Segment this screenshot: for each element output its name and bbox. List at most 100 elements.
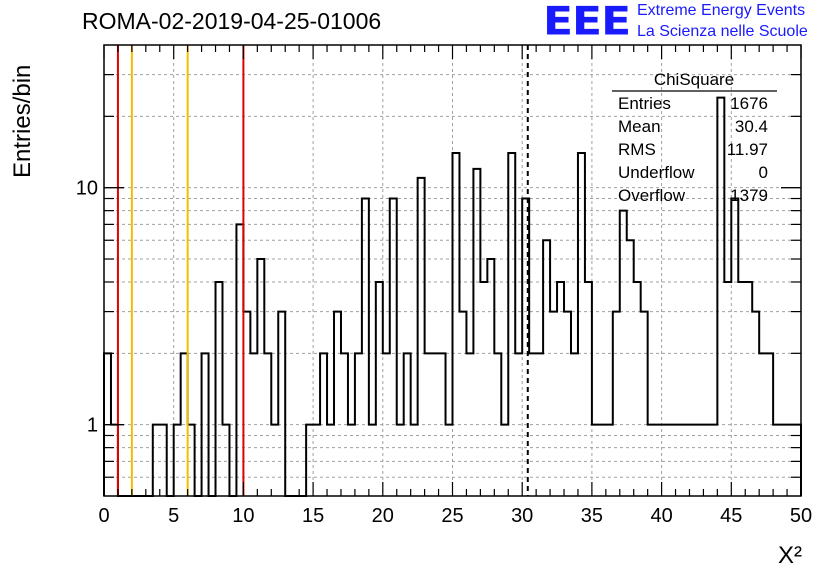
histogram-bar [376, 282, 383, 496]
histogram-bar [459, 312, 466, 496]
histogram-bar [188, 425, 195, 496]
histogram-bar [717, 98, 724, 496]
stats-label: Mean [618, 117, 661, 136]
histogram-bar [257, 259, 264, 496]
histogram-bar [648, 425, 655, 496]
histogram-bar [425, 353, 432, 496]
histogram-bar [181, 353, 188, 496]
histogram-bar [369, 425, 376, 496]
histogram-bar [341, 353, 348, 496]
histogram-bar [153, 425, 160, 496]
histogram-bar [515, 353, 522, 496]
stats-label: Entries [618, 94, 671, 113]
histogram-bar [236, 224, 243, 496]
x-tick-label: 20 [372, 505, 394, 527]
histogram-bar [418, 178, 425, 496]
histogram-bar [202, 353, 209, 496]
x-tick-label: 5 [168, 505, 179, 527]
histogram-bar [696, 425, 703, 496]
histogram-bar [585, 282, 592, 496]
histogram-bar [480, 282, 487, 496]
x-tick-label: 40 [650, 505, 672, 527]
histogram-bar [592, 425, 599, 496]
histogram-bar [250, 353, 257, 496]
histogram-bar [759, 353, 766, 496]
y-tick-label: 1 [87, 415, 98, 437]
histogram-bar [466, 353, 473, 496]
histogram-bar [641, 312, 648, 496]
histogram-bar [634, 282, 641, 496]
histogram-bars [103, 96, 802, 497]
histogram-bar [766, 353, 773, 496]
histogram-bar [432, 353, 439, 496]
x-tick-label: 0 [98, 505, 109, 527]
histogram-bar [348, 425, 355, 496]
histogram-bar [599, 425, 606, 496]
stats-label: Underflow [618, 163, 695, 182]
histogram-bar [160, 425, 167, 496]
stats-value: 0 [759, 163, 768, 182]
histogram-bar [264, 353, 271, 496]
histogram-bar [752, 312, 759, 496]
histogram-bar [174, 425, 181, 496]
x-tick-label: 15 [302, 505, 324, 527]
histogram-bar [543, 240, 550, 496]
x-tick-label: 30 [511, 505, 533, 527]
histogram-bar [222, 425, 229, 496]
histogram-bar [411, 425, 418, 496]
histogram-bar [724, 282, 731, 496]
x-tick-label: 50 [790, 505, 812, 527]
histogram-bar [676, 425, 683, 496]
x-tick-label: 35 [581, 505, 603, 527]
histogram-bar [738, 282, 745, 496]
stats-value: 30.4 [735, 117, 768, 136]
histogram-bar [508, 153, 515, 496]
stats-label: Overflow [618, 186, 686, 205]
histogram-bar [355, 353, 362, 496]
histogram-bar [550, 312, 557, 496]
histogram-bar [731, 199, 738, 496]
histogram-bar [439, 353, 446, 496]
histogram-bar [703, 425, 710, 496]
histogram-bar [689, 425, 696, 496]
histogram-bar [453, 153, 460, 496]
stats-value: 1676 [730, 94, 768, 113]
histogram-bar [536, 353, 543, 496]
histogram-bar [334, 312, 341, 496]
histogram-bar [243, 312, 250, 496]
histogram-bar [780, 425, 787, 496]
histogram-bar [578, 153, 585, 496]
histogram-bar [529, 353, 536, 496]
x-tick-label: 25 [441, 505, 463, 527]
chart-title: ROMA-02-2019-04-25-01006 [82, 8, 382, 34]
x-tick-labels: 0 5 10 15 20 25 30 35 40 45 50 [98, 505, 812, 527]
histogram-bar [745, 282, 752, 496]
stats-label: RMS [618, 140, 656, 159]
histogram-bar [655, 425, 662, 496]
x-tick-label: 10 [232, 505, 254, 527]
histogram-bar [397, 425, 404, 496]
x-tick-label: 45 [720, 505, 742, 527]
histogram-bar [278, 312, 285, 496]
histogram-bar [662, 425, 669, 496]
y-axis-title: Entries/bin [9, 65, 36, 178]
histogram-bar [306, 425, 313, 496]
stats-title: ChiSquare [654, 70, 734, 89]
histogram-bar [271, 425, 278, 496]
histogram-bar [216, 282, 223, 496]
stats-value: 1379 [730, 186, 768, 205]
histogram-bar [313, 425, 320, 496]
histogram-bar [606, 425, 613, 496]
axis-ticks [103, 45, 802, 496]
eee-logo: EEE [543, 0, 631, 45]
reference-lines [116, 45, 529, 496]
histogram-bar [571, 353, 578, 496]
y-tick-labels: 1 10 [76, 178, 98, 437]
histogram-bar [446, 425, 453, 496]
histogram-bar [773, 425, 780, 496]
histogram-bar [627, 240, 634, 496]
histogram-outline [103, 96, 802, 497]
histogram-bar [327, 425, 334, 496]
histogram-bar [404, 353, 411, 496]
y-tick-label: 10 [76, 178, 98, 200]
